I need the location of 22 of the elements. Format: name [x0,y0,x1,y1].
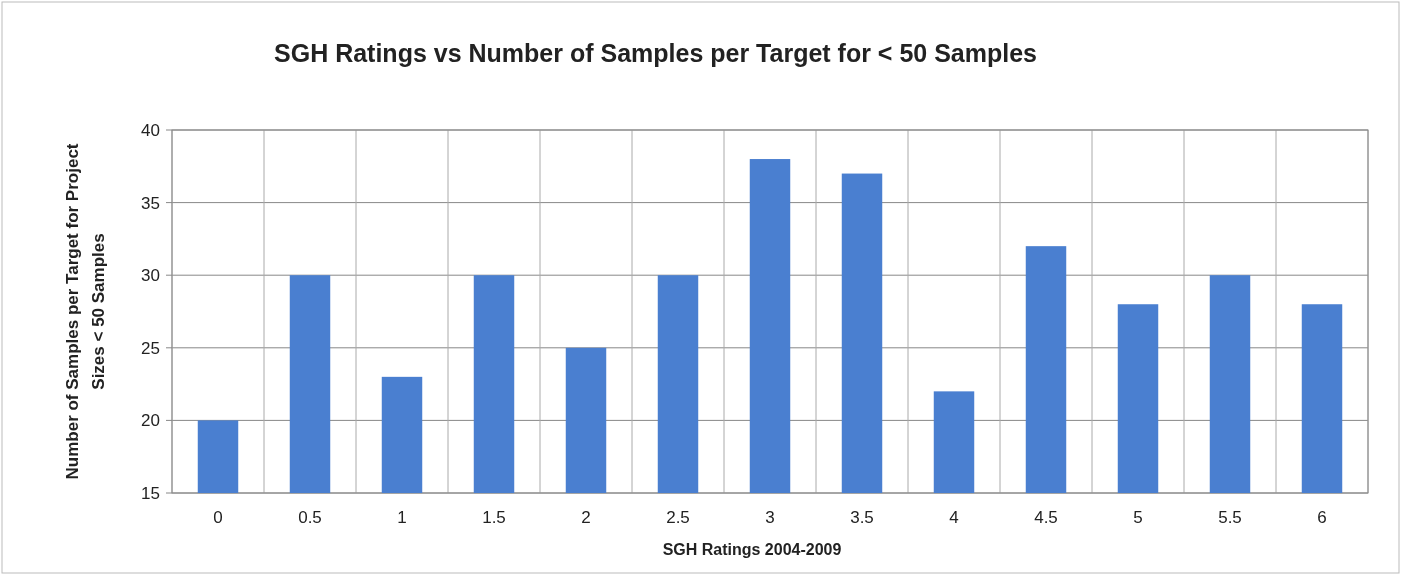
x-tick-label: 1.5 [482,508,506,527]
y-tick-label: 25 [141,338,160,358]
y-tick-label: 30 [141,266,160,286]
x-tick-label: 2.5 [666,508,690,527]
x-tick-label: 3.5 [850,508,874,527]
x-tick-label: 2 [581,508,591,527]
x-axis-title: SGH Ratings 2004-2009 [662,541,842,558]
x-tick-label: 4.5 [1034,508,1058,527]
x-tick-label: 1 [397,508,407,527]
y-axis-title: Number of Samples per Target for Project Sizes < 50 Samples [63,143,108,480]
y-tick-label: 15 [141,483,160,503]
x-tick-label: 5 [1133,508,1143,527]
x-tick-label: 6 [1317,508,1327,527]
x-tick-label: 0.5 [298,508,322,527]
x-tick-label: 0 [213,508,223,527]
y-tick-label: 20 [141,411,160,431]
y-tick-label: 35 [141,193,160,213]
x-tick-label: 3 [765,508,775,527]
x-tick-label: 5.5 [1218,508,1242,527]
y-tick-label: 40 [141,120,160,140]
chart-title: SGH Ratings vs Number of Samples per Target for < 50 Samples [274,39,1037,67]
x-tick-label: 4 [949,508,959,527]
